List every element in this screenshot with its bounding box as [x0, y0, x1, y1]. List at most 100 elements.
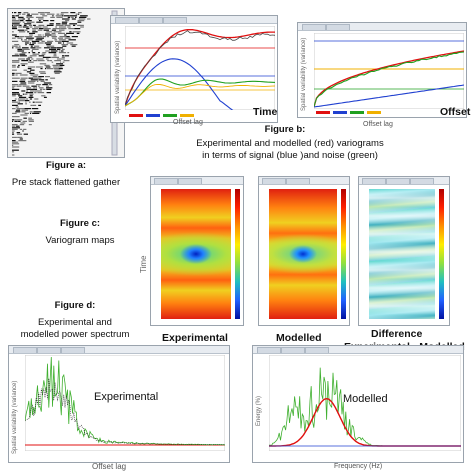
y-axis-label: Spatial variability (variance): [301, 37, 307, 111]
gather-trace: [56, 63, 64, 65]
tab[interactable]: [178, 178, 202, 184]
gather-trace: [68, 28, 75, 30]
gather-trace: [12, 87, 15, 89]
gather-trace: [22, 13, 26, 15]
tab[interactable]: [386, 178, 410, 184]
tab-bar: [111, 16, 277, 24]
gather-trace: [19, 53, 26, 55]
gather-trace: [58, 29, 65, 31]
gather-trace: [65, 44, 69, 46]
gather-trace: [49, 60, 52, 62]
gather-trace: [12, 124, 18, 126]
heatmap-modelled: [269, 189, 337, 319]
gather-trace: [57, 47, 63, 49]
gather-trace: [22, 18, 25, 20]
gather-trace: [25, 98, 29, 100]
gather-trace: [12, 60, 20, 62]
legend: [129, 114, 194, 118]
gather-trace: [18, 100, 25, 102]
gather-trace: [22, 130, 24, 132]
tab[interactable]: [305, 347, 329, 353]
time-axis-label: Time: [139, 255, 148, 273]
gather-trace: [70, 12, 76, 14]
gather-trace: [42, 84, 48, 86]
gather-trace: [67, 26, 71, 28]
gather-trace: [75, 16, 77, 18]
gather-trace: [18, 58, 25, 60]
gather-trace: [12, 125, 16, 127]
gather-trace: [23, 133, 29, 135]
gather-trace: [16, 119, 23, 121]
gather-trace: [21, 52, 27, 54]
tab[interactable]: [302, 24, 326, 30]
gather-trace: [26, 15, 32, 17]
tab[interactable]: [281, 347, 305, 353]
gather-trace: [16, 85, 22, 87]
tab[interactable]: [115, 17, 139, 23]
gather-trace: [21, 60, 29, 62]
gather-trace: [12, 23, 20, 25]
tab[interactable]: [410, 178, 434, 184]
gather-trace: [36, 80, 39, 82]
tab[interactable]: [163, 17, 187, 23]
gather-trace: [64, 24, 71, 26]
gather-trace: [54, 72, 60, 74]
signal-variogram: [314, 84, 464, 108]
panel-map-experimental: Time: [139, 176, 244, 326]
gather-trace: [12, 100, 16, 102]
gather-trace: [15, 47, 21, 49]
gather-trace: [44, 12, 50, 14]
gather-trace: [40, 13, 45, 15]
gather-trace: [36, 37, 44, 39]
gather-trace: [17, 103, 23, 105]
gather-trace: [33, 87, 35, 89]
tab[interactable]: [13, 347, 37, 353]
gather-trace: [58, 26, 67, 28]
gather-trace: [46, 88, 52, 90]
tab[interactable]: [154, 178, 178, 184]
right-x-axis-label: Frequency (Hz): [334, 463, 383, 470]
tab[interactable]: [362, 178, 386, 184]
gather-trace: [57, 66, 63, 68]
tab[interactable]: [286, 178, 310, 184]
tab[interactable]: [61, 347, 85, 353]
tab[interactable]: [257, 347, 281, 353]
gather-trace: [43, 96, 47, 98]
gather-trace: [17, 136, 23, 138]
gather-trace: [69, 31, 72, 33]
gather-trace: [24, 42, 29, 44]
gather-trace: [37, 60, 45, 62]
gather-trace: [31, 85, 37, 87]
gather-trace: [50, 77, 56, 79]
gather-trace: [15, 109, 21, 111]
tab[interactable]: [326, 24, 350, 30]
plot-area: [314, 33, 464, 109]
tab[interactable]: [139, 17, 163, 23]
variogram-left-plot: [125, 26, 275, 110]
gather-trace: [51, 56, 59, 58]
gather-trace: [18, 18, 23, 20]
gather-trace: [27, 13, 30, 15]
gather-trace: [60, 12, 69, 14]
gather-trace: [15, 106, 19, 108]
gather-trace: [33, 26, 42, 28]
gather-trace: [41, 53, 46, 55]
gather-trace: [25, 92, 34, 94]
gather-trace: [28, 96, 34, 98]
gather-trace: [45, 76, 50, 78]
gather-trace: [18, 120, 21, 122]
gather-trace: [33, 111, 41, 113]
gather-trace: [62, 61, 65, 63]
tab[interactable]: [262, 178, 286, 184]
gather-trace: [43, 29, 49, 31]
gather-trace: [37, 34, 42, 36]
gather-trace: [55, 40, 61, 42]
gather-trace: [12, 40, 19, 42]
gather-trace: [74, 28, 81, 30]
gather-trace: [21, 64, 26, 66]
tab[interactable]: [37, 347, 61, 353]
gather-trace: [12, 31, 14, 33]
gather-trace: [44, 28, 51, 30]
fig-d-label: Figure d:: [54, 300, 96, 311]
gather-trace: [29, 42, 31, 44]
